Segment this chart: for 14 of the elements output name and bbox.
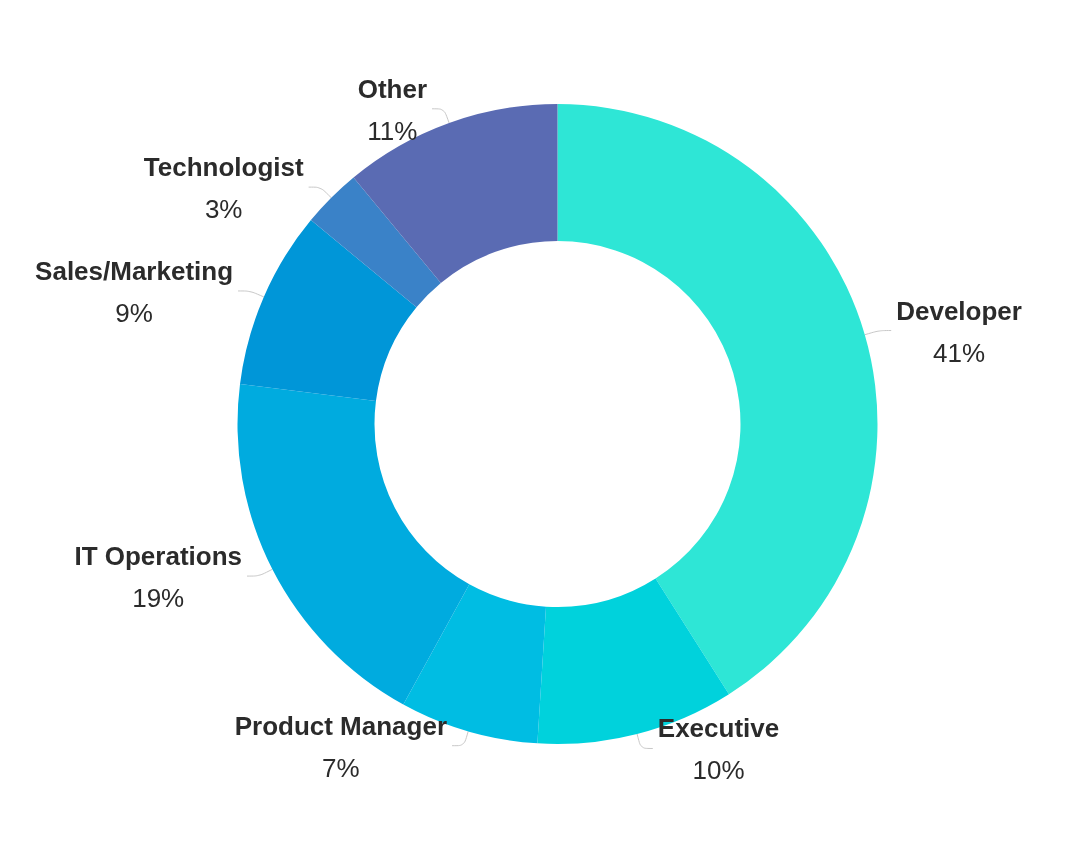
data-label: 9%	[115, 297, 153, 328]
data-label: 41%	[933, 337, 986, 368]
slice-label: Product Manager	[234, 710, 448, 741]
slice-label: Sales/Marketing	[35, 255, 234, 286]
data-label: 19%	[132, 583, 185, 614]
slice-label: Other	[357, 73, 428, 104]
data-label: 10%	[692, 755, 745, 786]
data-label: 3%	[204, 194, 243, 225]
slice-label: IT Operations	[74, 541, 243, 572]
slice-label: Executive	[657, 713, 780, 744]
data-label: 11%	[367, 115, 418, 146]
slice-label: Developer	[896, 295, 1022, 326]
slice-label: Technologist	[143, 152, 304, 183]
data-label: 7%	[322, 752, 360, 783]
